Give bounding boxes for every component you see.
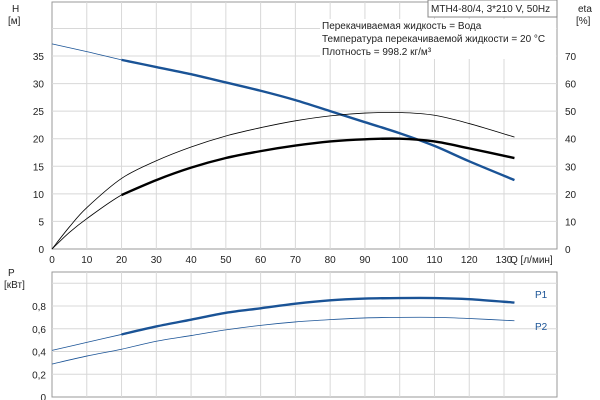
- x-tick-label: 80: [325, 255, 337, 266]
- x-tick-label: 30: [151, 255, 163, 266]
- bottom-plot-grid: [51, 271, 558, 398]
- p-tick-label: 0,4: [32, 348, 46, 359]
- x-tick-label: 60: [255, 255, 267, 266]
- curves: [51, 43, 515, 365]
- x-tick-label: 100: [391, 255, 408, 266]
- x-tick-label: 20: [116, 255, 128, 266]
- x-axis-label: Q [л/мин]: [510, 255, 553, 266]
- p-tick-label: 0: [40, 393, 46, 400]
- p1-curve-thick: [121, 296, 515, 336]
- p-tick-label: 0,6: [32, 325, 46, 336]
- x-tick-label: 70: [290, 255, 302, 266]
- h-tick-label: 30: [33, 80, 45, 91]
- info-box: [320, 19, 556, 59]
- eta-curve-total-thick: [121, 137, 515, 197]
- h-axis-unit: [м]: [8, 16, 21, 27]
- eta-tick-label: 10: [565, 217, 577, 228]
- eta-curve-hydraulic-thin: [51, 111, 515, 250]
- h-tick-label: 20: [33, 135, 45, 146]
- p2-curve-thin: [51, 316, 515, 365]
- h-tick-label: 35: [33, 52, 45, 63]
- tick-labels: 0 10 20 30 40 50 60 70 80 90 100 110 120 130051015202…: [32, 52, 576, 400]
- x-tick-label: 130: [496, 255, 513, 266]
- p-tick-label: 0,2: [32, 370, 46, 381]
- h-tick-label: 5: [38, 217, 44, 228]
- x-tick-label: 90: [359, 255, 371, 266]
- h-tick-label: 25: [33, 107, 45, 118]
- x-tick-label: 0: [49, 255, 55, 266]
- h-tick-label: 15: [33, 162, 45, 173]
- legend-p2: P2: [535, 322, 548, 333]
- info-density: Плотность = 998.2 кг/м³: [322, 47, 432, 58]
- h-axis-symbol: H: [12, 4, 19, 15]
- h-tick-label: 0: [38, 245, 44, 256]
- head-curve-thick: [121, 58, 515, 182]
- eta-tick-label: 60: [565, 80, 577, 91]
- p-tick-label: 0,8: [32, 302, 46, 313]
- title-text: MTH4-80/4, 3*210 V, 50Hz: [431, 4, 550, 15]
- eta-tick-label: 0: [565, 245, 571, 256]
- eta-tick-label: 50: [565, 107, 577, 118]
- eta-axis-unit: [%]: [576, 16, 591, 27]
- x-tick-label: 110: [426, 255, 442, 266]
- x-tick-label: 10: [81, 255, 93, 266]
- eta-tick-label: 70: [565, 52, 577, 63]
- eta-tick-label: 20: [565, 190, 577, 201]
- p-axis-symbol: P: [8, 268, 15, 279]
- x-tick-label: 50: [220, 255, 232, 266]
- info-liquid: Перекачиваемая жидкость = Вода: [322, 21, 482, 32]
- eta-axis-symbol: eta: [578, 4, 592, 15]
- legend-p1: P1: [535, 290, 548, 301]
- x-tick-label: 40: [186, 255, 198, 266]
- p-axis-unit: [кВт]: [4, 280, 25, 291]
- eta-tick-label: 40: [565, 135, 577, 146]
- title-box: [427, 0, 558, 18]
- bottom-plot-frame: [51, 271, 558, 398]
- h-tick-label: 10: [33, 190, 45, 201]
- info-temperature: Температура перекачиваемой жидкости = 20…: [322, 34, 545, 45]
- x-tick-label: 120: [461, 255, 478, 266]
- eta-tick-label: 30: [565, 162, 577, 173]
